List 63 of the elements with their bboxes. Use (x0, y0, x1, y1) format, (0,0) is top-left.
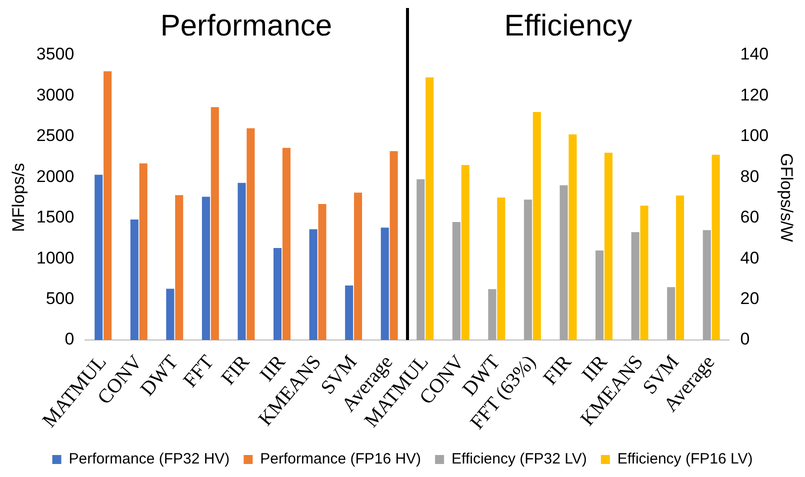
bar (104, 71, 112, 340)
bar (166, 288, 174, 340)
bar (712, 154, 720, 340)
legend-label: Efficiency (FP16 LV) (617, 450, 753, 468)
bar (202, 196, 210, 340)
y-tick-label: 3500 (36, 44, 74, 64)
bar (631, 232, 640, 340)
x-tick-label: FFT (179, 351, 218, 392)
y2-tick-label: 120 (740, 85, 769, 104)
bar (210, 107, 219, 340)
bar (702, 230, 711, 340)
bar (345, 285, 354, 340)
y-tick-label: 1500 (36, 208, 74, 227)
bar (640, 206, 648, 340)
bar (568, 134, 577, 340)
bar (426, 77, 434, 340)
text: Efficiency (504, 9, 632, 42)
bar (94, 174, 103, 340)
bar (139, 163, 148, 340)
y-tick-label: 2000 (36, 166, 74, 186)
bar (667, 287, 676, 340)
bar (560, 185, 568, 340)
bar (246, 128, 255, 340)
bar (596, 250, 604, 340)
bar (130, 220, 138, 340)
bar (354, 192, 362, 340)
bar (282, 148, 290, 340)
bar (274, 248, 282, 340)
bar (238, 182, 246, 340)
bar (532, 112, 541, 340)
y2-tick-label: 0 (740, 330, 750, 349)
bar (676, 195, 684, 340)
bar (461, 164, 470, 340)
bar (390, 151, 398, 340)
y-tick-label: 3000 (36, 85, 74, 104)
y-tick-label: 500 (46, 289, 74, 308)
bar (452, 222, 460, 340)
y2-axis-title: GFlops/s/W (777, 153, 796, 242)
y2-tick-label: 80 (740, 166, 760, 186)
bar (604, 152, 613, 340)
legend-label: Efficiency (FP32 LV) (452, 450, 587, 468)
y2-tick-label: 100 (740, 126, 769, 146)
legend-label: Performance (FP16 HV) (260, 450, 422, 468)
text: Performance (160, 9, 332, 42)
bar (416, 179, 425, 340)
bar (380, 228, 389, 340)
y2-tick-label: 140 (740, 44, 769, 64)
y-tick-label: 2500 (36, 126, 74, 146)
y-tick-label: 0 (64, 330, 74, 349)
bar (497, 198, 506, 340)
bar (488, 289, 496, 340)
bar (309, 229, 318, 340)
legend-label: Performance (FP32 HV) (68, 450, 230, 468)
y-tick-label: 1000 (36, 248, 74, 268)
y2-tick-label: 40 (740, 248, 760, 268)
bar (175, 195, 184, 340)
y2-tick-label: 20 (740, 289, 760, 308)
y2-tick-label: 60 (740, 208, 760, 227)
x-tick-label: FIR (217, 350, 254, 390)
bar (524, 200, 532, 340)
x-tick-label: FIR (539, 350, 577, 390)
bar (318, 204, 326, 340)
y-axis-title: MFlops/s (8, 163, 28, 232)
